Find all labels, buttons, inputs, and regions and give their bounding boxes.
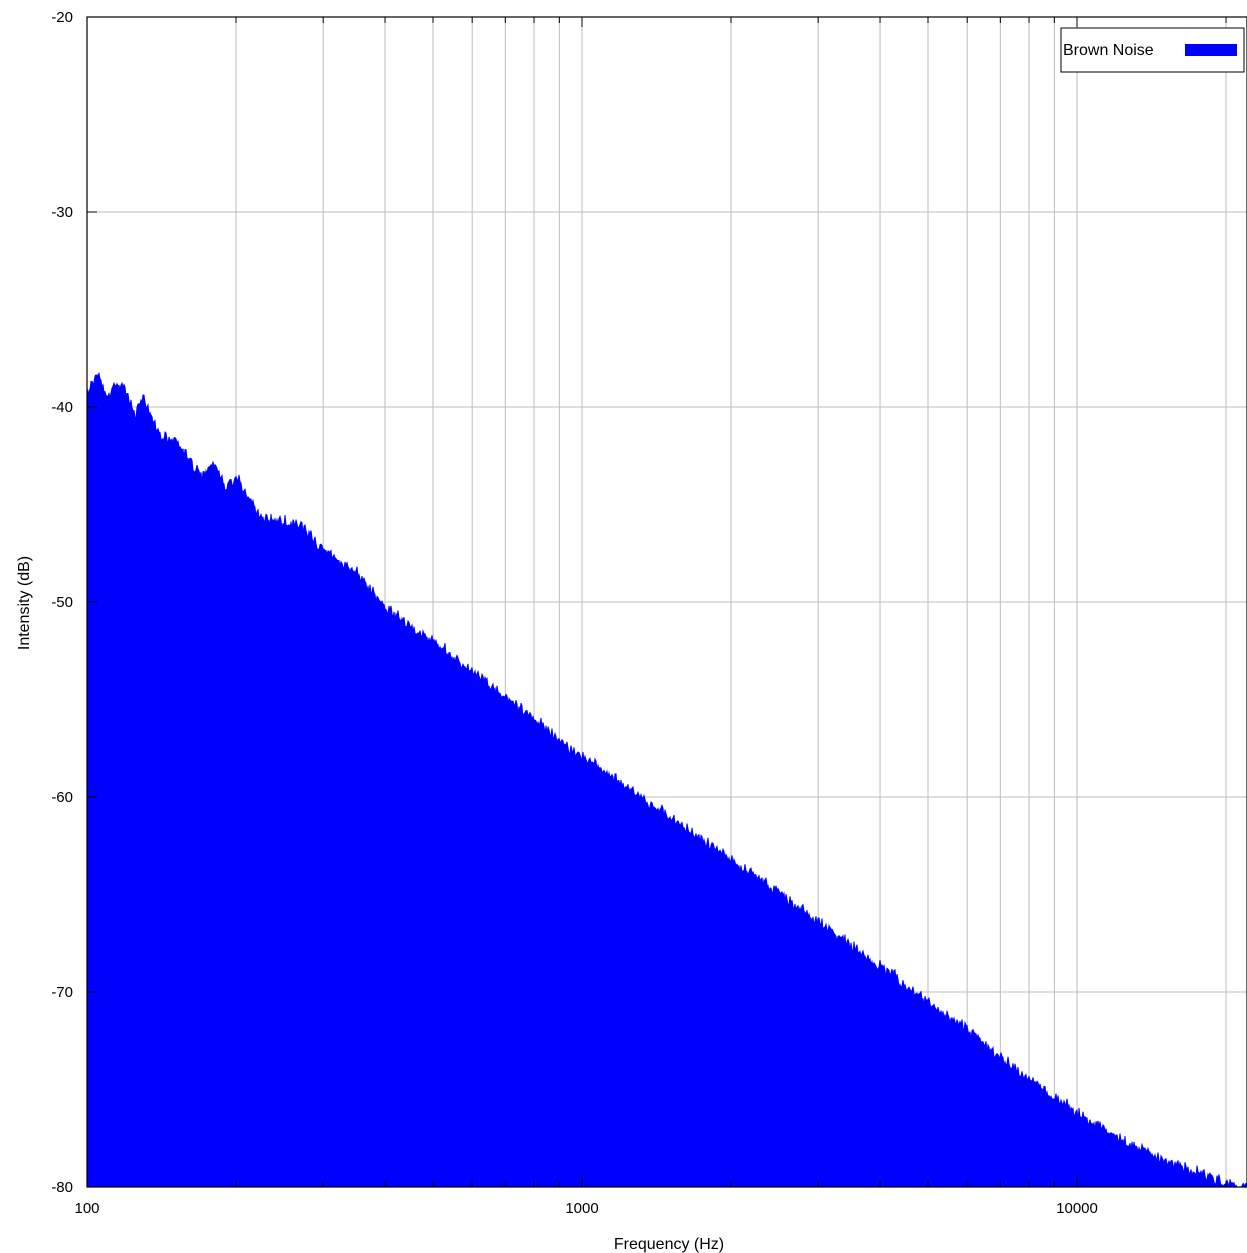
y-tick-label: -20 [51, 9, 73, 26]
grid [87, 17, 1247, 1187]
x-tick-label: 10000 [1056, 1200, 1098, 1217]
legend-label-brown-noise: Brown Noise [1063, 42, 1154, 59]
x-tick-label: 100 [74, 1200, 99, 1217]
x-axis-title: Frequency (Hz) [614, 1236, 724, 1253]
y-tick-label: -60 [51, 789, 73, 806]
y-tick-label: -40 [51, 399, 73, 416]
y-tick-label: -30 [51, 204, 73, 221]
y-tick-label: -80 [51, 1179, 73, 1196]
y-tick-label: -70 [51, 984, 73, 1001]
legend-swatch-brown-noise [1185, 44, 1237, 56]
series-layer [86, 372, 1247, 1189]
y-axis-title: Intensity (dB) [16, 556, 33, 650]
y-tick-label: -50 [51, 594, 73, 611]
series-brown-noise-area [86, 372, 1247, 1189]
legend: Brown Noise [1060, 27, 1245, 73]
x-tick-label: 1000 [565, 1200, 598, 1217]
